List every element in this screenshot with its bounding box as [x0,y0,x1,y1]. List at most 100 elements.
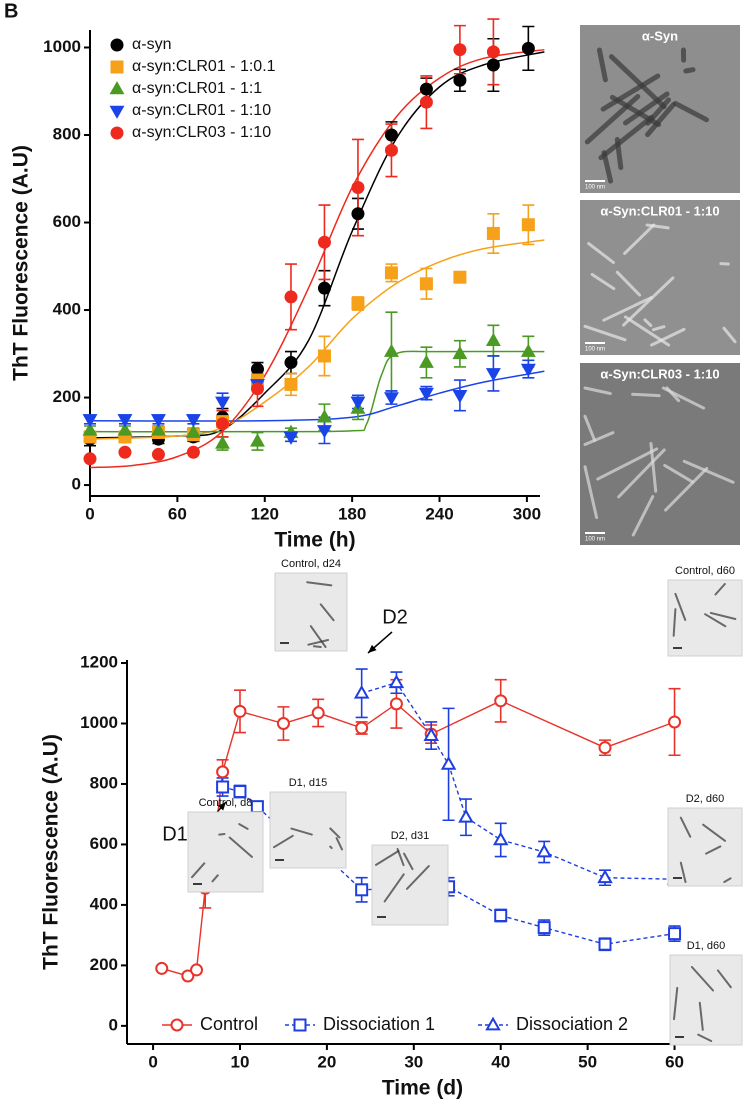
data-point [155,961,169,975]
fiber [307,638,330,646]
fiber [664,466,709,512]
x-axis-title: Time (h) [274,529,355,552]
data-point [284,377,298,391]
data-point [384,128,398,142]
fiber [679,816,692,838]
x-tick-label: 0 [148,1052,157,1071]
inset-label: D1, d15 [289,777,328,789]
data-point [353,684,370,699]
arrow-head [368,644,377,653]
data-point [520,363,536,378]
data-point [117,414,133,428]
fiber [683,67,696,74]
x-axis-title: Time (d) [382,1077,463,1100]
fiber [596,47,608,83]
fiber [329,845,333,850]
fiber [403,852,414,871]
data-point [317,425,332,439]
y-tick-label: 800 [90,773,118,792]
fiber [702,823,726,842]
fiber [602,296,653,322]
data-point [458,808,474,823]
y-tick-label: 400 [53,300,81,319]
data-point [668,927,682,941]
data-point [118,445,132,459]
fiber [396,848,405,867]
y-tick-label: 800 [53,124,81,143]
data-point [150,422,166,436]
data-point [250,800,264,814]
chart: 0 200 400 600 800 1000 0 60 120 180 240 300 Time (h)… [10,18,545,552]
data-point [351,296,365,310]
fiber [651,325,666,332]
data-point [520,343,536,357]
x-tick-label: 10 [231,1052,250,1071]
data-point [418,354,434,368]
data-point [423,727,439,741]
fiber [383,873,405,903]
micrograph-label: α-Syn:CLR01 - 1:10 [600,203,719,218]
y-tick-label: 0 [109,1015,118,1034]
data-point [190,963,204,977]
arrow-head [217,802,226,811]
fiber [596,447,659,481]
fiber [290,827,313,836]
fiber [600,73,661,112]
inset-image [669,954,743,1046]
fiber [375,849,400,866]
micrograph-label: α-Syn:CLR03 - 1:10 [600,366,719,381]
data-point [383,343,399,357]
fiber [631,392,661,398]
y-tick-label: 200 [53,387,81,406]
legend-label: α-syn:CLR01 - 1:1 [132,80,262,97]
legend-label: α-syn:CLR01 - 1:10 [132,102,271,119]
fiber [709,611,737,620]
fiber [645,97,672,126]
data-point [311,706,325,720]
legend-label: α-syn:CLR03 - 1:10 [132,124,271,141]
data-point [117,422,133,436]
data-point [283,431,299,445]
data-point [276,716,290,730]
data-point [82,422,98,436]
fiber [218,833,226,836]
fiber [614,137,624,171]
y-tick-label: 400 [90,894,118,913]
scale-label: 100 nm [585,185,605,191]
inset-image [274,572,348,652]
legend-marker [110,126,124,140]
fiber [714,583,726,596]
fiber [622,276,675,327]
scale-label: 100 nm [585,347,605,353]
scale-label: 100 nm [585,537,605,543]
data-point [284,356,298,370]
data-point [486,58,500,72]
inset-label: D1, d60 [687,940,726,952]
fiber [649,441,658,493]
fit-curve [89,350,545,433]
data-point [250,433,265,447]
fiber [645,102,676,138]
inset-label: Control, d24 [281,558,341,570]
fiber [705,845,722,855]
fiber [598,114,654,161]
inset-label: D2, d60 [686,793,725,805]
data-point [355,721,369,735]
x-tick-label: 300 [513,504,541,523]
x-tick-label: 180 [338,504,366,523]
data-point [83,452,97,466]
data-point [388,674,405,689]
fiber [643,318,653,328]
fiber [697,1033,713,1042]
x-tick-label: 0 [85,504,94,523]
x-tick-label: 50 [578,1052,597,1071]
fiber [583,324,627,342]
data-point [597,869,613,884]
fiber [587,242,616,265]
data-point [598,937,612,951]
fiber [312,645,322,648]
data-point [453,73,467,87]
data-point [419,277,433,291]
fiber [617,448,666,499]
